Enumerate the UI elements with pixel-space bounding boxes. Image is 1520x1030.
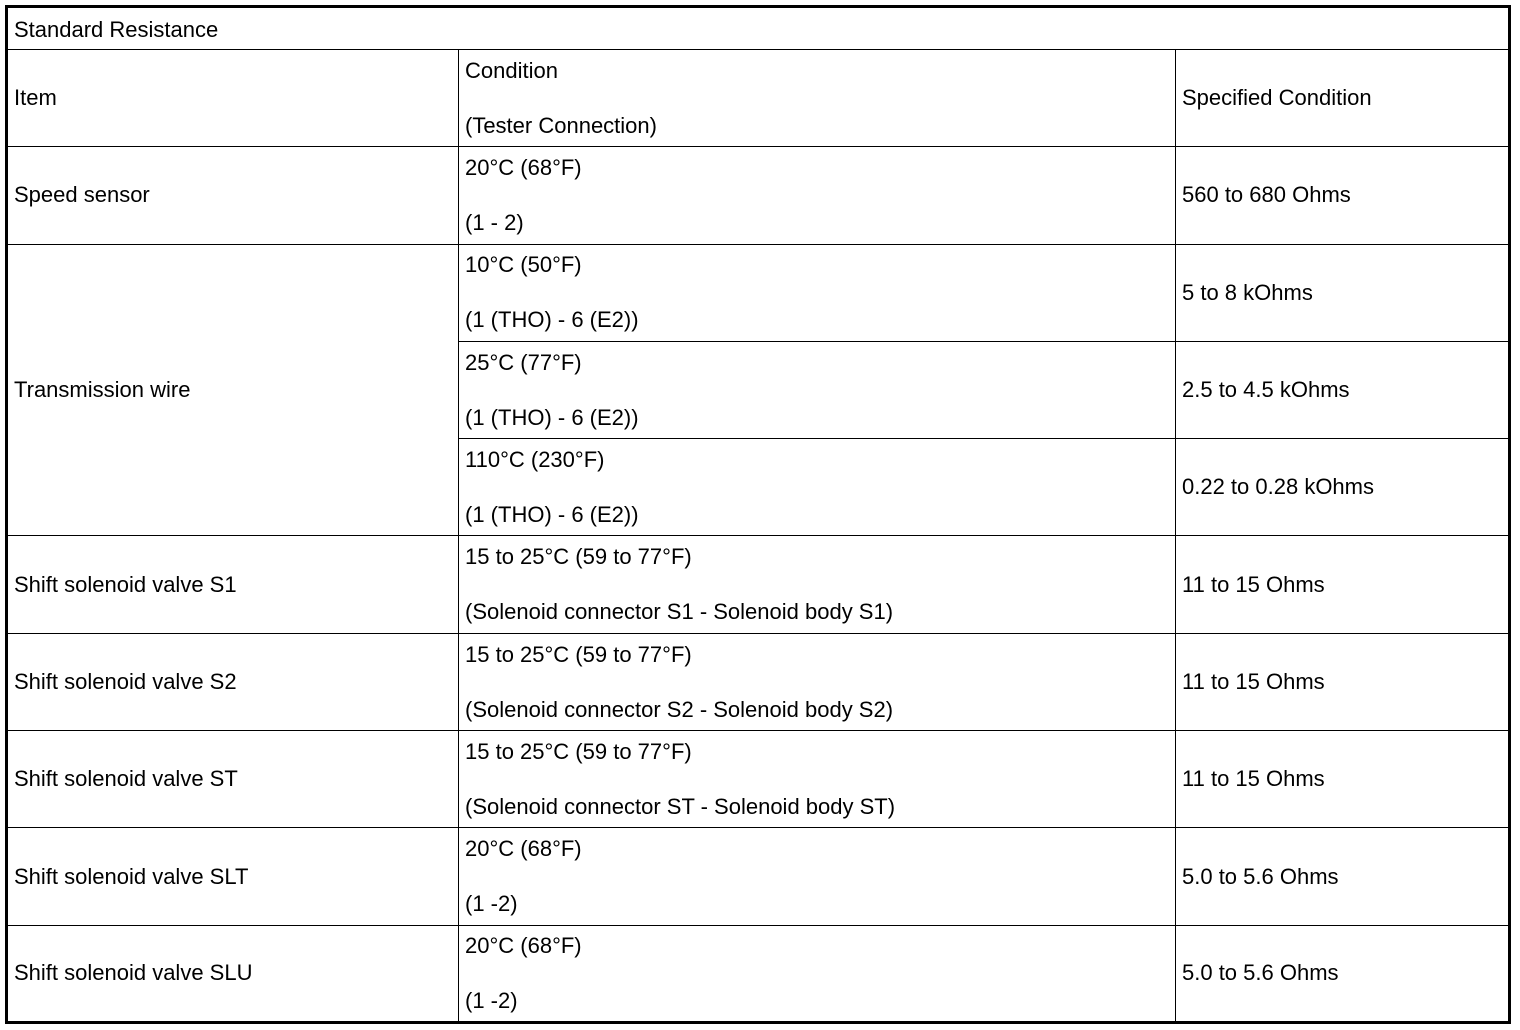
condition-temperature: 15 to 25°C (59 to 77°F) xyxy=(465,738,692,764)
table-row: Shift solenoid valve ST 15 to 25°C (59 t… xyxy=(6,730,1510,829)
condition-cell: 15 to 25°C (59 to 77°F) (Solenoid connec… xyxy=(458,535,1176,634)
specified-cell: 2.5 to 4.5 kOhms xyxy=(1175,340,1510,440)
condition-connection: (1 (THO) - 6 (E2)) xyxy=(465,502,639,528)
condition-temperature: 25°C (77°F) xyxy=(465,349,582,375)
item-cell: Shift solenoid valve SLT xyxy=(6,827,459,926)
condition-temperature: 15 to 25°C (59 to 77°F) xyxy=(465,641,692,667)
specified-cell: 5 to 8 kOhms xyxy=(1175,243,1510,342)
table-row: Transmission wire 10°C (50°F) (1 (THO) -… xyxy=(6,243,1510,537)
table-header-row: Item Condition (Tester Connection) Speci… xyxy=(6,48,1510,148)
specified-cell: 11 to 15 Ohms xyxy=(1175,535,1510,634)
condition-cell: 25°C (77°F) (1 (THO) - 6 (E2)) xyxy=(458,340,1176,440)
condition-cell: 20°C (68°F) (1 - 2) xyxy=(458,146,1176,245)
condition-connection: (1 -2) xyxy=(465,891,518,917)
condition-connection: (1 - 2) xyxy=(465,210,524,236)
condition-temperature: 20°C (68°F) xyxy=(465,155,582,181)
specified-cell: 11 to 15 Ohms xyxy=(1175,632,1510,732)
condition-temperature: 10°C (50°F) xyxy=(465,252,582,278)
specified-cell: 0.22 to 0.28 kOhms xyxy=(1175,438,1510,537)
table-row: Shift solenoid valve SLT 20°C (68°F) (1 … xyxy=(6,827,1510,926)
table-row: 25°C (77°F) (1 (THO) - 6 (E2)) 2.5 to 4.5… xyxy=(7,340,1510,440)
condition-connection: (1 (THO) - 6 (E2)) xyxy=(465,307,639,333)
condition-temperature: 20°C (68°F) xyxy=(465,836,582,862)
item-cell: Shift solenoid valve S1 xyxy=(6,535,459,634)
condition-cell: 15 to 25°C (59 to 77°F) (Solenoid connec… xyxy=(458,730,1176,829)
header-condition: Condition (Tester Connection) xyxy=(458,48,1176,148)
condition-temperature: 20°C (68°F) xyxy=(465,933,582,959)
header-condition-line1: Condition xyxy=(465,57,558,83)
condition-connection: (Solenoid connector S2 - Solenoid body S… xyxy=(465,696,894,722)
item-cell: Speed sensor xyxy=(6,146,459,245)
table-row: Shift solenoid valve S2 15 to 25°C (59 t… xyxy=(6,632,1510,732)
condition-cell: 15 to 25°C (59 to 77°F) (Solenoid connec… xyxy=(458,632,1176,732)
specified-cell: 5.0 to 5.6 Ohms xyxy=(1175,924,1510,1023)
item-cell: Shift solenoid valve SLU xyxy=(6,924,459,1023)
header-specified: Specified Condition xyxy=(1175,48,1510,148)
header-item: Item xyxy=(6,48,459,148)
table-row: Shift solenoid valve SLU 20°C (68°F) (1 … xyxy=(6,924,1510,1023)
condition-connection: (Solenoid connector S1 - Solenoid body S… xyxy=(465,599,894,625)
table-row: 110°C (230°F) (1 (THO) - 6 (E2)) 0.22 to … xyxy=(7,438,1510,537)
condition-connection: (1 -2) xyxy=(465,988,518,1014)
specified-cell: 5.0 to 5.6 Ohms xyxy=(1175,827,1510,926)
item-cell: Shift solenoid valve S2 xyxy=(6,632,459,732)
standard-resistance-table: Standard Resistance Item Condition (Test… xyxy=(5,5,1511,1024)
table-row: Shift solenoid valve S1 15 to 25°C (59 t… xyxy=(6,535,1510,634)
table-title: Standard Resistance xyxy=(6,6,1510,50)
condition-connection: (1 (THO) - 6 (E2)) xyxy=(465,404,639,430)
condition-cell: 20°C (68°F) (1 -2) xyxy=(458,827,1176,926)
condition-cell: 10°C (50°F) (1 (THO) - 6 (E2)) xyxy=(458,243,1176,342)
condition-connection: (Solenoid connector ST - Solenoid body S… xyxy=(465,793,896,819)
condition-temperature: 15 to 25°C (59 to 77°F) xyxy=(465,544,692,570)
item-cell: Shift solenoid valve ST xyxy=(6,730,459,829)
header-condition-line2: (Tester Connection) xyxy=(465,112,657,138)
condition-temperature: 110°C (230°F) xyxy=(465,447,605,473)
specified-cell: 11 to 15 Ohms xyxy=(1175,730,1510,829)
specified-cell: 560 to 680 Ohms xyxy=(1175,146,1510,245)
table-row: Speed sensor 20°C (68°F) (1 - 2) 560 to 6… xyxy=(6,146,1510,245)
condition-cell: 110°C (230°F) (1 (THO) - 6 (E2)) xyxy=(458,438,1176,537)
condition-cell: 20°C (68°F) (1 -2) xyxy=(458,924,1176,1023)
table-title-row: Standard Resistance xyxy=(6,6,1510,50)
item-cell: Transmission wire xyxy=(6,243,459,537)
